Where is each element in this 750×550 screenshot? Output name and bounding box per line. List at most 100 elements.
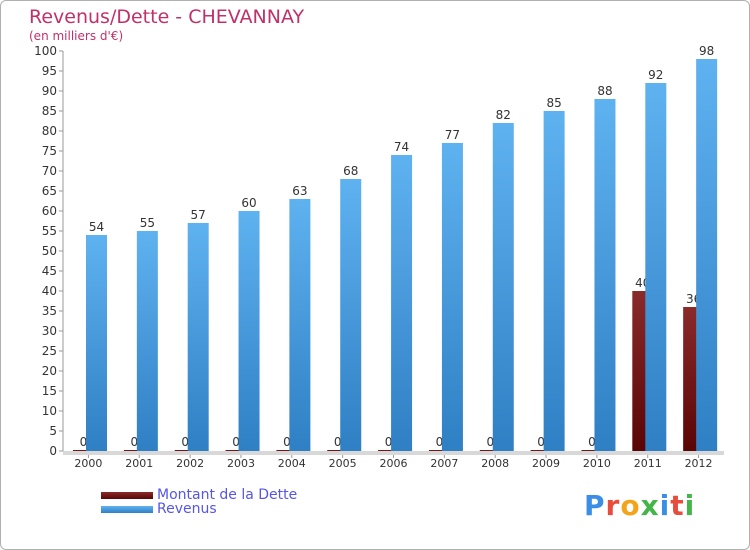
x-tick-label-2004: 2004 bbox=[278, 457, 306, 470]
bar-revenus-2011 bbox=[645, 83, 667, 451]
y-tick-label: 100 bbox=[34, 44, 57, 58]
bar-dette-2003 bbox=[225, 450, 247, 451]
data-label-dette-2004: 0 bbox=[283, 435, 291, 449]
bar-dette-2009 bbox=[530, 450, 552, 451]
y-tick-label: 5 bbox=[49, 424, 57, 438]
y-tick-label: 0 bbox=[49, 444, 57, 458]
data-label-revenus-2006: 74 bbox=[394, 140, 409, 154]
x-tick-label-2001: 2001 bbox=[125, 457, 153, 470]
bar-revenus-2005 bbox=[340, 179, 362, 451]
y-tick-label: 95 bbox=[42, 64, 57, 78]
bar-dette-2000 bbox=[73, 450, 94, 451]
x-tick-label-2009: 2009 bbox=[532, 457, 560, 470]
logo-letter: i bbox=[684, 489, 696, 522]
bar-revenus-2010 bbox=[594, 99, 616, 451]
x-tick-label-2006: 2006 bbox=[380, 457, 408, 470]
y-tick-label: 85 bbox=[42, 104, 57, 118]
x-tick-label-2003: 2003 bbox=[227, 457, 255, 470]
data-label-dette-2006: 0 bbox=[385, 435, 393, 449]
logo-letter: r bbox=[605, 489, 621, 522]
legend-label-dette: Montant de la Dette bbox=[157, 487, 298, 503]
x-tick-label-2000: 2000 bbox=[74, 457, 102, 470]
bar-dette-2006 bbox=[378, 450, 400, 451]
data-label-dette-2007: 0 bbox=[436, 435, 444, 449]
bar-dette-2010 bbox=[581, 450, 603, 451]
bar-dette-2004 bbox=[276, 450, 298, 451]
bar-revenus-2006 bbox=[391, 155, 413, 451]
y-tick-label: 90 bbox=[42, 84, 57, 98]
bar-revenus-2008 bbox=[492, 123, 514, 451]
data-label-dette-2003: 0 bbox=[232, 435, 240, 449]
data-label-revenus-2011: 92 bbox=[648, 68, 663, 82]
bar-revenus-2012 bbox=[696, 59, 718, 451]
logo-letter: o bbox=[620, 489, 641, 522]
legend-item-dette: Montant de la Dette bbox=[101, 487, 297, 503]
data-label-dette-2001: 0 bbox=[131, 435, 139, 449]
legend-swatch-revenus bbox=[101, 505, 153, 513]
data-label-dette-2005: 0 bbox=[334, 435, 342, 449]
bar-dette-2001 bbox=[123, 450, 145, 451]
data-label-revenus-2009: 85 bbox=[546, 96, 561, 110]
y-tick-label: 70 bbox=[42, 164, 57, 178]
data-label-revenus-2008: 82 bbox=[496, 108, 511, 122]
data-label-dette-2002: 0 bbox=[181, 435, 189, 449]
chart-subtitle: (en milliers d'€) bbox=[29, 29, 124, 43]
legend-label-revenus: Revenus bbox=[157, 501, 217, 517]
bar-revenus-2001 bbox=[136, 231, 158, 451]
data-label-revenus-2007: 77 bbox=[445, 128, 460, 142]
bar-revenus-2007 bbox=[441, 143, 463, 451]
bar-revenus-2003 bbox=[238, 211, 260, 451]
y-tick-label: 20 bbox=[42, 364, 57, 378]
x-axis-band bbox=[63, 451, 724, 455]
data-label-dette-2000: 0 bbox=[80, 435, 88, 449]
bar-dette-2007 bbox=[428, 450, 450, 451]
bar-revenus-2009 bbox=[543, 111, 565, 451]
y-tick-label: 15 bbox=[42, 384, 57, 398]
data-label-revenus-2010: 88 bbox=[597, 84, 612, 98]
y-tick-label: 25 bbox=[42, 344, 57, 358]
data-label-dette-2008: 0 bbox=[486, 435, 494, 449]
bar-dette-2002 bbox=[174, 450, 196, 451]
y-tick-label: 45 bbox=[42, 264, 57, 278]
data-label-dette-2010: 0 bbox=[588, 435, 596, 449]
data-label-revenus-2001: 55 bbox=[140, 216, 155, 230]
bar-dette-2005 bbox=[327, 450, 349, 451]
y-tick-label: 80 bbox=[42, 124, 57, 138]
x-tick-label-2005: 2005 bbox=[329, 457, 357, 470]
bar-dette-2008 bbox=[479, 450, 501, 451]
logo-letter: i bbox=[659, 489, 671, 522]
x-tick-label-2011: 2011 bbox=[634, 457, 662, 470]
chart-title: Revenus/Dette - CHEVANNAY bbox=[29, 6, 305, 28]
data-label-revenus-2002: 57 bbox=[191, 208, 206, 222]
x-tick-label-2002: 2002 bbox=[176, 457, 204, 470]
logo-letter: P bbox=[584, 489, 606, 522]
x-tick-label-2007: 2007 bbox=[430, 457, 458, 470]
proxiti-logo: Proxiti bbox=[584, 489, 695, 522]
legend-swatch-dette bbox=[101, 491, 153, 499]
data-label-revenus-2005: 68 bbox=[343, 164, 358, 178]
x-tick-label-2008: 2008 bbox=[481, 457, 509, 470]
data-label-revenus-2012: 98 bbox=[699, 44, 714, 58]
y-tick-label: 75 bbox=[42, 144, 57, 158]
logo-letter: x bbox=[640, 489, 660, 522]
y-tick-label: 65 bbox=[42, 184, 57, 198]
data-label-dette-2009: 0 bbox=[537, 435, 545, 449]
y-tick-label: 55 bbox=[42, 224, 57, 238]
logo-letter: t bbox=[670, 489, 685, 522]
y-tick-label: 60 bbox=[42, 204, 57, 218]
x-tick-label-2012: 2012 bbox=[685, 457, 713, 470]
data-label-revenus-2004: 63 bbox=[292, 184, 307, 198]
data-label-revenus-2003: 60 bbox=[241, 196, 256, 210]
y-tick-label: 35 bbox=[42, 304, 57, 318]
y-tick-label: 30 bbox=[42, 324, 57, 338]
y-tick-label: 40 bbox=[42, 284, 57, 298]
bar-revenus-2004 bbox=[289, 199, 311, 451]
legend-item-revenus: Revenus bbox=[101, 501, 217, 517]
x-tick-label-2010: 2010 bbox=[583, 457, 611, 470]
bar-revenus-2000 bbox=[86, 235, 107, 451]
bar-revenus-2002 bbox=[187, 223, 209, 451]
y-tick-label: 50 bbox=[42, 244, 57, 258]
data-label-revenus-2000: 54 bbox=[89, 220, 104, 234]
